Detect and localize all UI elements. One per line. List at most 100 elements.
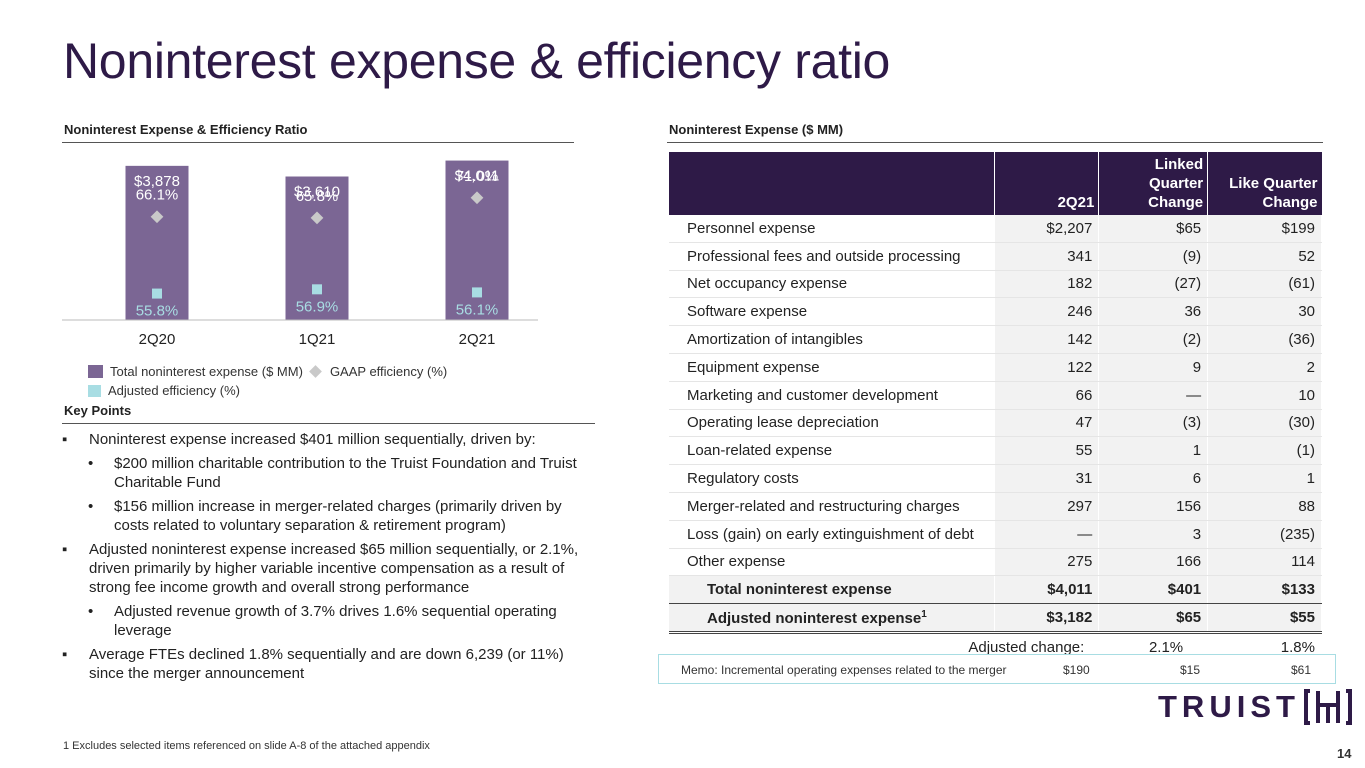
page-title: Noninterest expense & efficiency ratio — [63, 33, 891, 89]
table-row: Professional fees and outside processing… — [669, 242, 1322, 271]
cell-text: $133 — [1281, 581, 1315, 599]
row-value: (61) — [1207, 270, 1322, 299]
row-value: (9) — [1098, 242, 1209, 271]
memo-value: $61 — [1291, 663, 1312, 677]
x-tick-label: 1Q21 — [299, 331, 336, 348]
cell-text: Software expense — [687, 303, 808, 321]
adjusted-value-label: 55.8% — [136, 303, 179, 320]
table-row: Other expense 275 166 114 — [669, 548, 1322, 577]
table-header-cell: Like Quarter Change — [1207, 152, 1322, 215]
row-value: $4,011 — [994, 575, 1100, 605]
adjusted-legend-swatch — [88, 384, 101, 397]
cell-text: (1) — [1296, 442, 1315, 460]
cell-text: 47 — [1075, 414, 1093, 432]
bar-legend-swatch — [88, 365, 103, 378]
cell-text: 36 — [1184, 303, 1202, 321]
cell-text: 122 — [1067, 358, 1093, 376]
table-row: Personnel expense $2,207 $65 $199 — [669, 215, 1322, 243]
total-row: Total noninterest expense $4,011 $401 $133 — [669, 575, 1322, 605]
cell-text: Net occupancy expense — [687, 275, 848, 293]
table-row: Regulatory costs 31 6 1 — [669, 464, 1322, 493]
row-value: $55 — [1207, 603, 1322, 634]
table-row: Marketing and customer development 66 — 10 — [669, 381, 1322, 410]
row-value: 88 — [1207, 492, 1322, 521]
row-label: Professional fees and outside processing — [669, 242, 996, 271]
row-value: 297 — [994, 492, 1100, 521]
truist-logo: TRUIST — [1158, 688, 1352, 726]
table-section-title: Noninterest Expense ($ MM) — [667, 122, 1323, 143]
key-point-item: • $200 million charitable contribution to… — [62, 454, 592, 492]
table-header-cell: 2Q21 — [994, 152, 1100, 215]
row-label: Operating lease depreciation — [669, 409, 996, 438]
adjusted-value-label: 56.9% — [296, 298, 339, 315]
row-value: 275 — [994, 548, 1100, 577]
cell-text: 246 — [1067, 303, 1093, 321]
row-value: 36 — [1098, 297, 1209, 327]
row-value: 6 — [1098, 464, 1209, 493]
cell-text: 88 — [1298, 497, 1315, 515]
chart-legend: Total noninterest expense ($ MM) GAAP ef… — [88, 362, 447, 400]
cell-text: Loan-related expense — [687, 442, 833, 460]
row-label: Other expense — [669, 548, 996, 577]
row-value: 55 — [994, 436, 1100, 466]
key-point-text: Adjusted noninterest expense increased $… — [89, 541, 579, 596]
gaap-value-label: 66.1% — [136, 187, 179, 204]
legend-adjusted-label: Adjusted efficiency (%) — [108, 383, 240, 398]
table-row: Software expense 246 36 30 — [669, 297, 1322, 327]
key-point-item: ▪ Average FTEs declined 1.8% sequentially… — [62, 645, 592, 683]
expense-table: 2Q21 Linked Quarter Change Like Quarter … — [669, 152, 1322, 662]
row-value: 166 — [1098, 548, 1209, 577]
cell-text: 66 — [1075, 386, 1093, 404]
adjusted-value-label: 56.1% — [456, 301, 499, 318]
key-points-title: Key Points — [62, 403, 595, 424]
cell-text: Equipment expense — [687, 358, 820, 376]
legend-bar-label: Total noninterest expense ($ MM) — [110, 364, 303, 379]
adjusted-change-value: 2.1% — [1098, 632, 1209, 662]
row-value: 52 — [1207, 242, 1322, 271]
gaap-marker — [150, 210, 164, 224]
cell-text: 341 — [1067, 247, 1093, 265]
row-value: 122 — [994, 353, 1100, 382]
key-point-text: Average FTEs declined 1.8% sequentially … — [89, 646, 564, 682]
cell-text: 275 — [1067, 553, 1093, 571]
row-value: (3) — [1098, 409, 1209, 438]
cell-text: 31 — [1075, 470, 1093, 488]
row-value: $199 — [1207, 215, 1322, 243]
row-value: (2) — [1098, 325, 1209, 354]
adjusted-change-value: 1.8% — [1207, 632, 1322, 662]
adjusted-total-row: Adjusted noninterest expense1 $3,182 $65 $5… — [669, 603, 1322, 634]
cell-text: 1 — [1306, 470, 1315, 488]
key-point-item: • $156 million increase in merger-related… — [62, 497, 592, 535]
cell-text: 52 — [1298, 247, 1315, 265]
cell-text: 166 — [1176, 553, 1202, 571]
cell-text: Merger-related and restructuring charges — [687, 497, 960, 515]
key-point-text: $200 million charitable contribution to … — [114, 455, 577, 491]
row-value: — — [1098, 381, 1209, 410]
cell-text: (27) — [1174, 275, 1202, 293]
row-value: 9 — [1098, 353, 1209, 382]
cell-text: Personnel expense — [687, 219, 816, 237]
x-tick-label: 2Q21 — [459, 331, 496, 348]
row-label: Marketing and customer development — [669, 381, 996, 410]
key-point-text: Adjusted revenue growth of 3.7% drives 1… — [114, 603, 557, 639]
key-point-item: ▪ Adjusted noninterest expense increased … — [62, 540, 592, 597]
memo-box: Memo: Incremental operating expenses rel… — [658, 654, 1336, 684]
adjusted-change-row: Adjusted change: 2.1% 1.8% — [669, 632, 1322, 662]
row-label: Adjusted noninterest expense1 — [669, 603, 996, 634]
cell-text: — — [1077, 525, 1093, 543]
adjusted-marker — [472, 287, 482, 298]
cell-text: Operating lease depreciation — [687, 414, 879, 432]
key-point-text: $156 million increase in merger-related … — [114, 498, 562, 534]
table-header-cell — [669, 152, 996, 215]
chart-section-title: Noninterest Expense & Efficiency Ratio — [62, 122, 574, 143]
memo-label: Memo: Incremental operating expenses rel… — [681, 663, 1007, 677]
row-value: $2,207 — [994, 215, 1100, 243]
x-tick-label: 2Q20 — [139, 331, 176, 348]
cell-text: (3) — [1182, 414, 1202, 432]
bullet-marker: ▪ — [62, 541, 68, 558]
row-value: 156 — [1098, 492, 1209, 521]
cell-text: $3,182 — [1046, 609, 1093, 627]
key-point-item: • Adjusted revenue growth of 3.7% drives … — [62, 602, 592, 640]
cell-text: 6 — [1192, 470, 1202, 488]
row-value: 66 — [994, 381, 1100, 410]
